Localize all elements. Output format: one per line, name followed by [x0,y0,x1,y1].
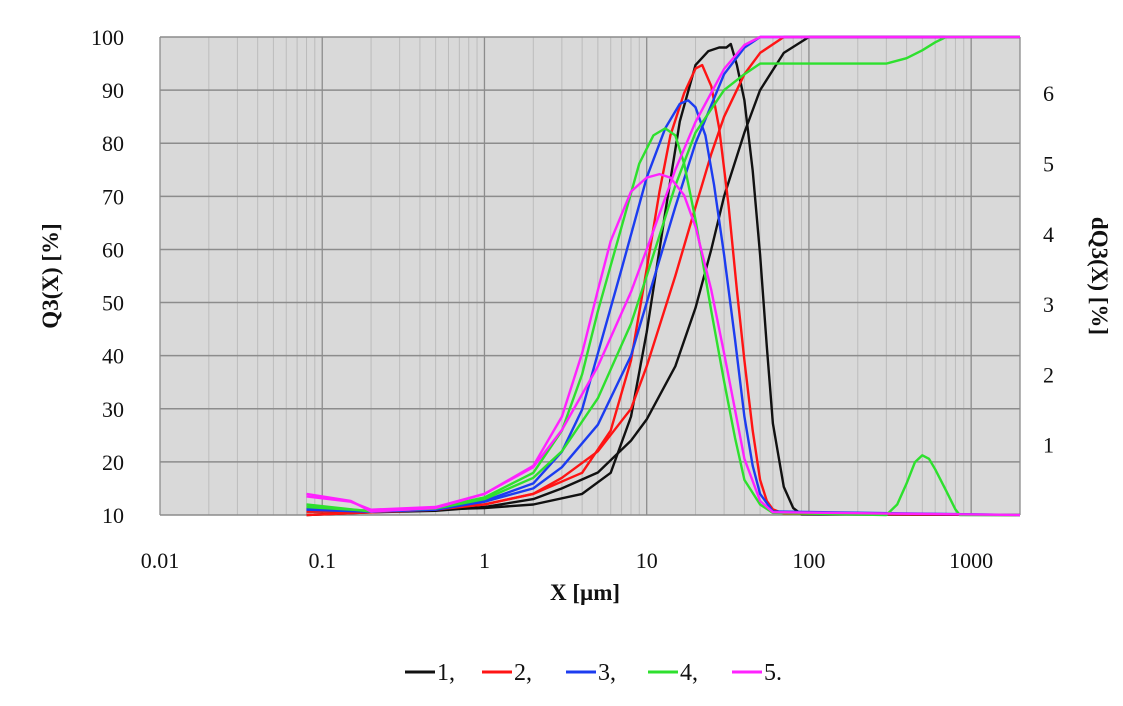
plot-background [160,37,1020,515]
y-left-tick-labels: 10 20 30 40 50 60 70 80 90 100 [91,25,124,528]
y-right-tick-label: 5 [1043,152,1054,177]
series-3-density-line [306,99,1021,517]
x-tick-label: 1000 [949,548,993,573]
y-left-tick-label: 30 [102,397,124,422]
series-3-cumulative-line [306,35,1020,513]
legend-label-3: 3, [598,660,616,686]
x-tick-label: 0.01 [141,548,180,573]
x-axis-title: X [µm] [550,580,620,605]
legend-label-1: 1, [437,660,455,686]
y-right-tick-label: 2 [1043,362,1054,387]
series-5-cumulative-line [306,35,1020,511]
legend: 1, 2, 3, 4, 5. [405,660,782,686]
y-left-tick-label: 10 [102,503,124,528]
legend-label-2: 2, [514,660,532,686]
y-left-tick-label: 20 [102,450,124,475]
y-left-tick-label: 80 [102,131,124,156]
y-right-axis-title: dQ3(X) [%] [1087,217,1112,335]
y-left-tick-label: 60 [102,237,124,262]
y-right-tick-label: 4 [1043,222,1054,247]
series-4-density-line [306,127,1020,517]
y-left-tick-label: 100 [91,25,124,50]
y-left-tick-label: 40 [102,344,124,369]
legend-label-5: 5. [764,660,782,686]
y-left-tick-label: 90 [102,78,124,103]
y-left-tick-label: 70 [102,184,124,209]
y-left-axis-title: Q3(X) [%] [38,223,63,328]
series-2-cumulative-line [306,35,1020,517]
series-1-cumulative-line [306,35,1020,517]
series-4-cumulative-line [306,35,1020,512]
series-1-density-line [306,42,1021,517]
minor-gridlines [208,37,1021,515]
x-tick-label: 10 [636,548,658,573]
x-tick-labels: 0.01 0.1 1 10 100 1000 [141,548,993,573]
y-right-tick-label: 1 [1043,433,1054,458]
y-right-tick-label: 3 [1043,292,1054,317]
x-tick-label: 1 [479,548,490,573]
x-tick-label: 0.1 [308,548,336,573]
y-left-tick-label: 50 [102,291,124,316]
legend-label-4: 4, [680,660,698,686]
y-right-tick-label: 6 [1043,81,1054,106]
series-lines [306,35,1021,517]
x-tick-label: 100 [792,548,825,573]
y-right-tick-labels: 1 2 3 4 5 6 [1043,81,1054,457]
